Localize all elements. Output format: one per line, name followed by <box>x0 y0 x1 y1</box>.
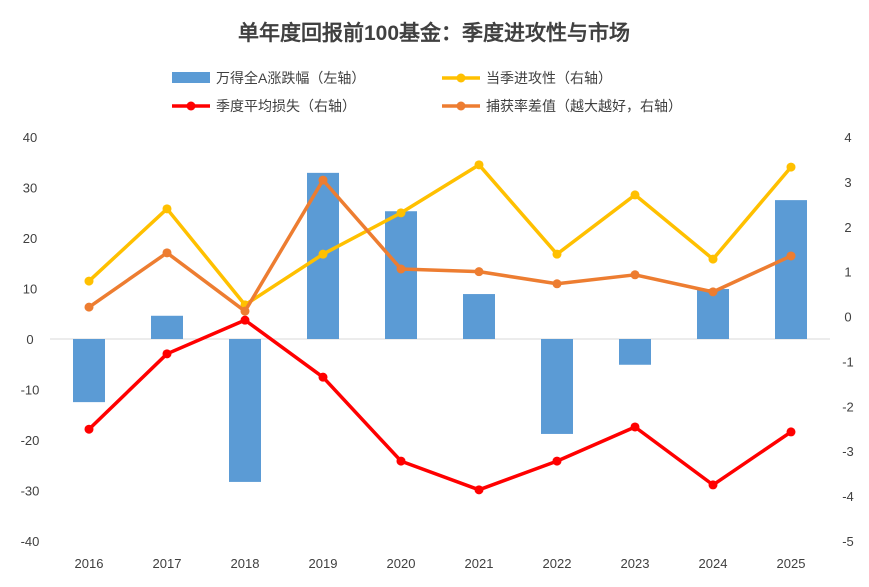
x-axis-tick-label: 2021 <box>465 556 494 571</box>
data-point <box>630 270 640 280</box>
data-point <box>474 267 484 277</box>
left-axis-tick-label: -20 <box>21 433 40 448</box>
data-point <box>786 162 796 172</box>
right-axis-tick-label: -4 <box>842 489 854 504</box>
x-axis-tick-label: 2020 <box>387 556 416 571</box>
series-line <box>87 318 792 492</box>
axes: 403020100-10-20-30-4043210-1-2-3-4-52016… <box>21 130 854 571</box>
data-point <box>786 427 796 437</box>
data-point <box>318 249 328 259</box>
data-point <box>552 456 562 466</box>
right-axis-tick-label: -3 <box>842 444 854 459</box>
data-point <box>162 204 172 214</box>
right-axis-tick-label: 3 <box>844 175 851 190</box>
data-point <box>240 306 250 316</box>
bar <box>775 200 807 339</box>
data-point <box>318 175 328 185</box>
right-axis-tick-label: 0 <box>844 310 851 325</box>
data-point <box>474 160 484 170</box>
legend-label: 当季进攻性（右轴） <box>486 70 612 86</box>
legend-swatch-marker <box>456 101 466 111</box>
legend-label: 捕获率差值（越大越好，右轴） <box>486 98 682 114</box>
legend-swatch-bar <box>172 72 210 83</box>
bar <box>619 339 651 365</box>
x-axis-tick-label: 2023 <box>621 556 650 571</box>
legend-label: 万得全A涨跌幅（左轴） <box>216 70 365 86</box>
right-axis-tick-label: 1 <box>844 265 851 280</box>
bar <box>229 339 261 482</box>
left-axis-tick-label: -10 <box>21 383 40 398</box>
left-axis-tick-label: 10 <box>23 282 37 297</box>
bar <box>73 339 105 403</box>
data-point <box>474 485 484 495</box>
right-axis-tick-label: -5 <box>842 534 854 549</box>
data-point <box>84 424 94 434</box>
data-point <box>162 248 172 258</box>
bar <box>151 315 183 339</box>
left-axis-tick-label: -30 <box>21 484 40 499</box>
data-point <box>708 254 718 264</box>
right-axis-tick-label: -2 <box>842 399 854 414</box>
x-axis-tick-label: 2025 <box>777 556 806 571</box>
x-axis-tick-label: 2016 <box>75 556 104 571</box>
data-point <box>708 480 718 490</box>
data-point <box>552 279 562 289</box>
chart-title: 单年度回报前100基金：季度进攻性与市场 <box>238 21 630 45</box>
data-point <box>396 456 406 466</box>
data-point <box>708 287 718 297</box>
series-line <box>87 163 793 307</box>
left-axis-tick-label: 20 <box>23 231 37 246</box>
right-axis-tick-label: 4 <box>844 130 851 145</box>
data-point <box>84 276 94 286</box>
x-axis-tick-label: 2022 <box>543 556 572 571</box>
left-axis-tick-label: 30 <box>23 181 37 196</box>
line-series <box>84 160 796 495</box>
data-point <box>630 190 640 200</box>
right-axis-tick-label: -1 <box>842 354 854 369</box>
data-point <box>396 264 406 274</box>
x-axis-tick-label: 2024 <box>699 556 728 571</box>
legend: 万得全A涨跌幅（左轴） 当季进攻性（右轴） 季度平均损失（右轴） 捕获率差值（越大越好… <box>172 70 682 114</box>
legend-label: 季度平均损失（右轴） <box>216 98 356 114</box>
data-point <box>552 249 562 259</box>
bar-series <box>73 172 807 482</box>
bar <box>697 289 729 339</box>
legend-swatch-marker <box>456 73 466 83</box>
legend-swatch-marker <box>186 101 196 111</box>
x-axis-tick-label: 2018 <box>231 556 260 571</box>
left-axis-tick-label: 0 <box>26 332 33 347</box>
right-axis-tick-label: 2 <box>844 220 851 235</box>
bar <box>385 211 417 339</box>
left-axis-tick-label: 40 <box>23 130 37 145</box>
x-axis-tick-label: 2019 <box>309 556 338 571</box>
left-axis-tick-label: -40 <box>21 534 40 549</box>
data-point <box>162 349 172 359</box>
bar <box>463 294 495 339</box>
data-point <box>630 422 640 432</box>
x-axis-tick-label: 2017 <box>153 556 182 571</box>
bar <box>541 339 573 434</box>
data-point <box>84 302 94 312</box>
data-point <box>318 372 328 382</box>
series-line <box>87 178 792 313</box>
data-point <box>396 208 406 218</box>
data-point <box>786 251 796 261</box>
data-point <box>240 315 250 325</box>
